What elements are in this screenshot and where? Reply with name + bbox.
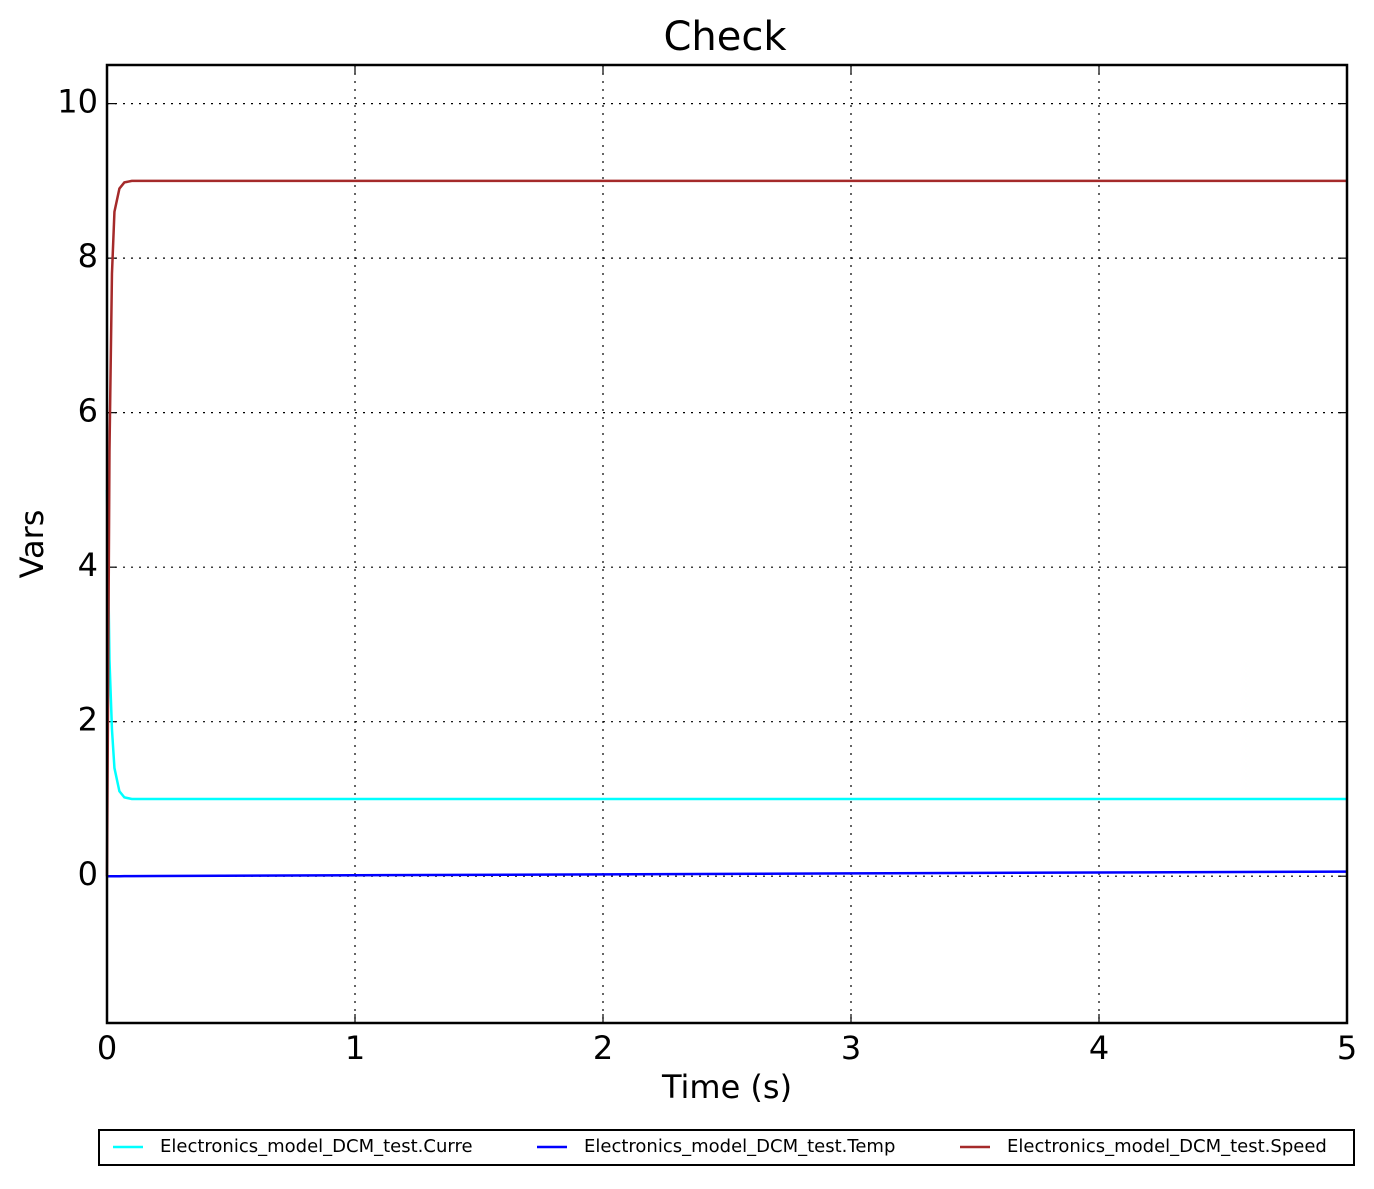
x-tick-label: 5 xyxy=(1337,1029,1357,1067)
x-axis-label: Time (s) xyxy=(661,1068,792,1106)
x-tick-label: 2 xyxy=(593,1029,613,1067)
y-tick-label: 10 xyxy=(57,83,98,121)
series-line xyxy=(105,489,1347,801)
y-tick-label: 8 xyxy=(78,237,98,275)
y-axis-label: Vars xyxy=(13,510,51,579)
y-tick-label: 0 xyxy=(78,855,98,893)
series-line xyxy=(107,870,1348,878)
x-tick-label: 0 xyxy=(97,1029,117,1067)
y-tick-label: 6 xyxy=(78,392,98,430)
y-tick-label: 4 xyxy=(78,546,98,584)
plot-frame xyxy=(105,63,1349,1025)
y-tick-label: 2 xyxy=(78,701,98,739)
x-tick-label: 3 xyxy=(841,1029,861,1067)
chart-title: Check xyxy=(663,14,787,60)
legend-label: Electronics_model_DCM_test.Curre xyxy=(160,1136,473,1157)
x-tick-label: 4 xyxy=(1089,1029,1109,1067)
legend-label: Electronics_model_DCM_test.Speed xyxy=(1007,1136,1327,1157)
legend-box xyxy=(98,1129,1355,1166)
series-line xyxy=(105,179,1347,877)
legend-label: Electronics_model_DCM_test.Temp xyxy=(584,1136,895,1157)
x-tick-label: 1 xyxy=(345,1029,365,1067)
